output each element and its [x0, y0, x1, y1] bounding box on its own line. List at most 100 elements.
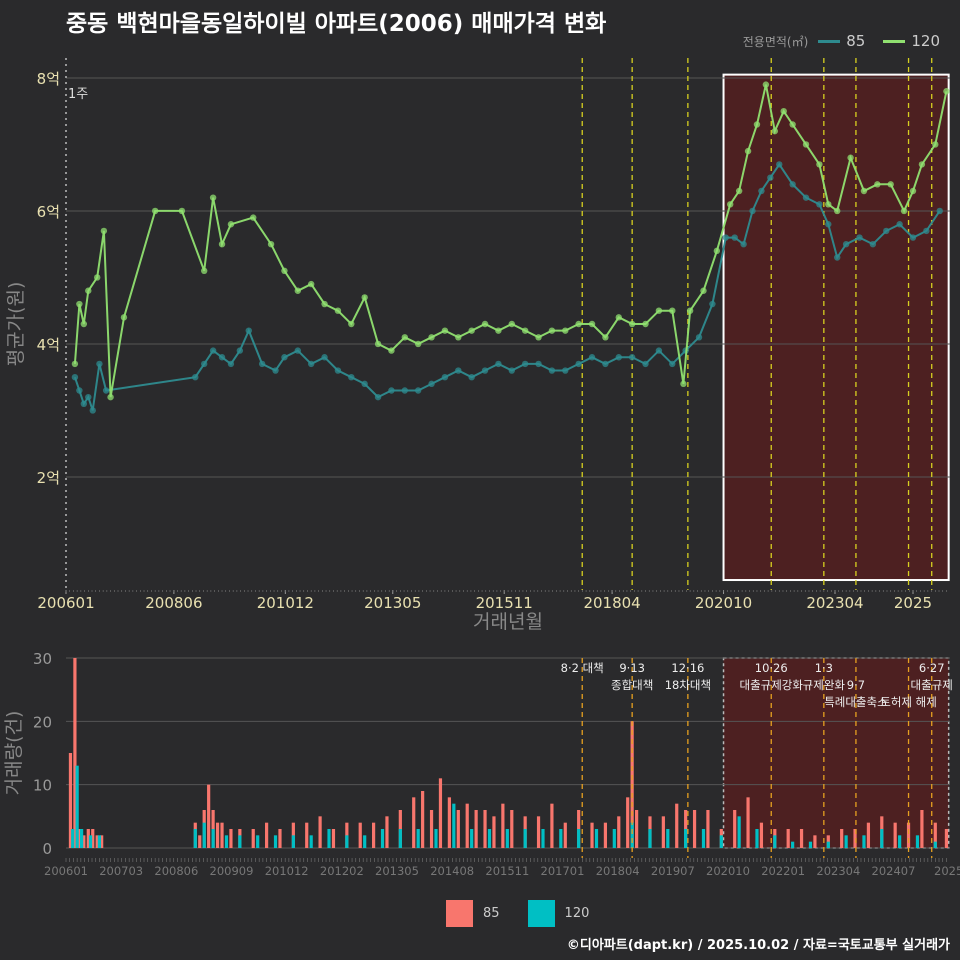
volume-highlight-box [722, 657, 950, 849]
volume-bar-120 [559, 829, 563, 848]
data-point-85 [258, 360, 266, 368]
legend-box-85 [446, 900, 473, 927]
data-point-120 [802, 141, 810, 148]
policy-annotation: 8·2 대책 [561, 661, 604, 675]
volume-bar-85 [82, 835, 86, 848]
volume-bar-85 [358, 822, 362, 848]
volume-x-tick-label: 202407 [872, 864, 916, 878]
data-point-85 [307, 360, 315, 368]
volume-x-tick-label: 200703 [99, 864, 143, 878]
data-point-85 [628, 354, 636, 361]
volume-bar-120 [773, 835, 777, 848]
data-point-120 [481, 320, 489, 328]
volume-bar-120 [309, 835, 313, 848]
data-point-85 [294, 347, 302, 354]
data-point-120 [680, 380, 687, 388]
volume-bar-120 [380, 829, 385, 848]
volume-bar-120 [193, 829, 197, 848]
y-tick-label: 6억 [37, 203, 60, 221]
data-point-85 [695, 334, 703, 341]
data-point-85 [495, 360, 502, 368]
x-tick-label: 200601 [37, 594, 94, 612]
data-point-120 [455, 334, 462, 341]
data-point-120 [825, 201, 832, 208]
x-tick-label: 202304 [806, 594, 863, 612]
data-point-85 [521, 360, 529, 368]
data-point-120 [508, 320, 515, 328]
volume-bar-120 [97, 835, 102, 848]
data-point-120 [428, 334, 435, 341]
volume-bar-85 [510, 810, 514, 848]
policy-annotation: 9·7 [847, 678, 865, 692]
data-point-85 [71, 374, 79, 381]
data-point-85 [272, 367, 279, 374]
volume-bar-85 [840, 829, 844, 848]
data-point-120 [887, 181, 894, 188]
policy-annotation: 6·27 [919, 661, 945, 675]
volume-bar-120 [291, 835, 295, 848]
data-point-85 [789, 181, 796, 188]
area-legend: 전용면적(㎡) 85 120 [743, 32, 952, 50]
volume-bar-85 [603, 822, 608, 848]
data-point-120 [735, 187, 743, 195]
volume-bar-85 [465, 803, 469, 848]
volume-bar-120 [791, 841, 795, 848]
policy-annotation: 종합대책 [611, 678, 653, 692]
data-point-120 [548, 327, 556, 334]
volume-bar-85 [305, 822, 309, 848]
volume-y-tick-label: 20 [33, 713, 52, 731]
data-point-120 [441, 327, 449, 334]
volume-x-tick-label: 201511 [485, 864, 529, 878]
data-point-85 [923, 227, 930, 235]
data-point-120 [374, 340, 382, 348]
volume-x-tick-label: 201305 [375, 864, 419, 878]
data-point-120 [468, 327, 475, 334]
data-point-85 [236, 347, 244, 354]
data-point-120 [909, 187, 917, 195]
highlight-box [722, 73, 950, 582]
data-point-120 [789, 121, 796, 128]
data-point-120 [414, 340, 422, 348]
policy-annotation: 대출규제 [911, 678, 953, 692]
volume-bar-120 [75, 765, 79, 848]
policy-annotation: 9·13 [619, 661, 645, 675]
volume-bar-85 [692, 810, 697, 848]
data-point-120 [521, 327, 529, 334]
y-axis-title: 평균가(원) [5, 282, 27, 367]
data-point-85 [348, 374, 355, 381]
y-tick-label: 4억 [37, 336, 60, 354]
data-point-85 [281, 354, 288, 361]
data-point-85 [602, 360, 609, 368]
volume-bar-120 [612, 829, 616, 848]
data-point-85 [192, 374, 199, 381]
legend-bottom-label-85: 85 [483, 906, 500, 921]
data-point-85 [842, 241, 850, 248]
data-point-120 [628, 320, 636, 328]
data-point-85 [825, 221, 832, 228]
data-point-120 [669, 307, 676, 314]
volume-bar-120 [211, 829, 215, 848]
data-point-85 [80, 400, 88, 407]
data-point-85 [535, 360, 542, 368]
data-point-85 [321, 354, 328, 361]
volume-x-tick-label: 201012 [265, 864, 309, 878]
volume-bar-85 [331, 829, 336, 848]
volume-bar-120 [701, 829, 706, 848]
volume-bar-85 [759, 822, 764, 848]
chart-title: 중동 백현마을동일하이빌 아파트(2006) 매매가격 변화 [66, 11, 607, 37]
volume-x-tick-label: 201907 [651, 864, 695, 878]
volume-bar-85 [590, 822, 594, 848]
data-point-85 [414, 387, 422, 394]
volume-bar-85 [385, 816, 389, 848]
legend-title: 전용면적(㎡) [742, 34, 809, 49]
volume-bar-85 [536, 816, 541, 848]
volume-bar-85 [483, 810, 487, 848]
data-point-85 [209, 347, 217, 354]
data-point-85 [508, 367, 515, 374]
data-point-120 [71, 360, 79, 368]
y-tick-label: 8억 [37, 70, 60, 88]
data-point-85 [245, 327, 252, 334]
data-point-120 [900, 207, 908, 215]
data-point-120 [562, 327, 569, 334]
data-point-120 [334, 307, 342, 314]
